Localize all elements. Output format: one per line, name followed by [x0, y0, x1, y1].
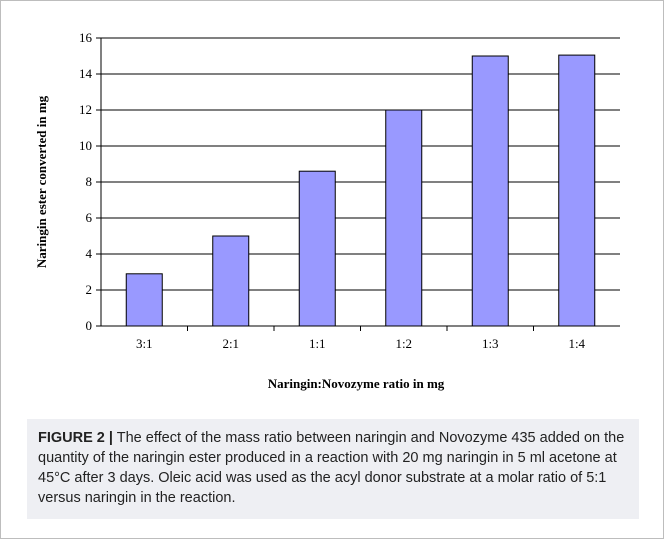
y-tick-label: 0 [86, 318, 93, 333]
y-tick-label: 2 [86, 282, 93, 297]
x-axis-title: Naringin:Novozyme ratio in mg [268, 376, 445, 391]
bar [298, 170, 336, 327]
y-tick-label: 10 [79, 138, 92, 153]
caption-label: FIGURE 2 | [38, 430, 113, 446]
x-tick-label: 3:1 [136, 336, 153, 351]
x-tick-label: 1:4 [568, 336, 585, 351]
y-tick-label: 16 [79, 30, 93, 45]
x-tick-label: 1:3 [482, 336, 499, 351]
caption-text: The effect of the mass ratio between nar… [38, 430, 625, 506]
gridlines [101, 37, 620, 291]
figure-caption: FIGURE 2 | The effect of the mass ratio … [27, 419, 639, 519]
y-axis-title: Naringin ester converted in mg [34, 95, 49, 268]
y-tick-label: 6 [86, 210, 93, 225]
x-tick-labels: 3:1 2:1 1:1 1:2 1:3 1:4 [136, 326, 586, 351]
bar [471, 55, 509, 327]
bar [558, 54, 596, 327]
x-tick-label: 1:1 [309, 336, 326, 351]
bar [385, 109, 423, 327]
y-tick-label: 4 [86, 246, 93, 261]
y-tick-label: 12 [79, 102, 92, 117]
x-tick-label: 2:1 [222, 336, 239, 351]
bars [125, 54, 596, 327]
y-tick-label: 14 [79, 66, 93, 81]
bar-chart: 0 2 4 6 8 10 12 14 16 3:1 2:1 1:1 1:2 1:3 1:4 Naringi… [34, 30, 620, 391]
bar [212, 235, 250, 327]
x-tick-label: 1:2 [395, 336, 412, 351]
bar [125, 273, 163, 327]
y-tick-labels: 0 2 4 6 8 10 12 14 16 [79, 30, 101, 333]
y-tick-label: 8 [86, 174, 93, 189]
